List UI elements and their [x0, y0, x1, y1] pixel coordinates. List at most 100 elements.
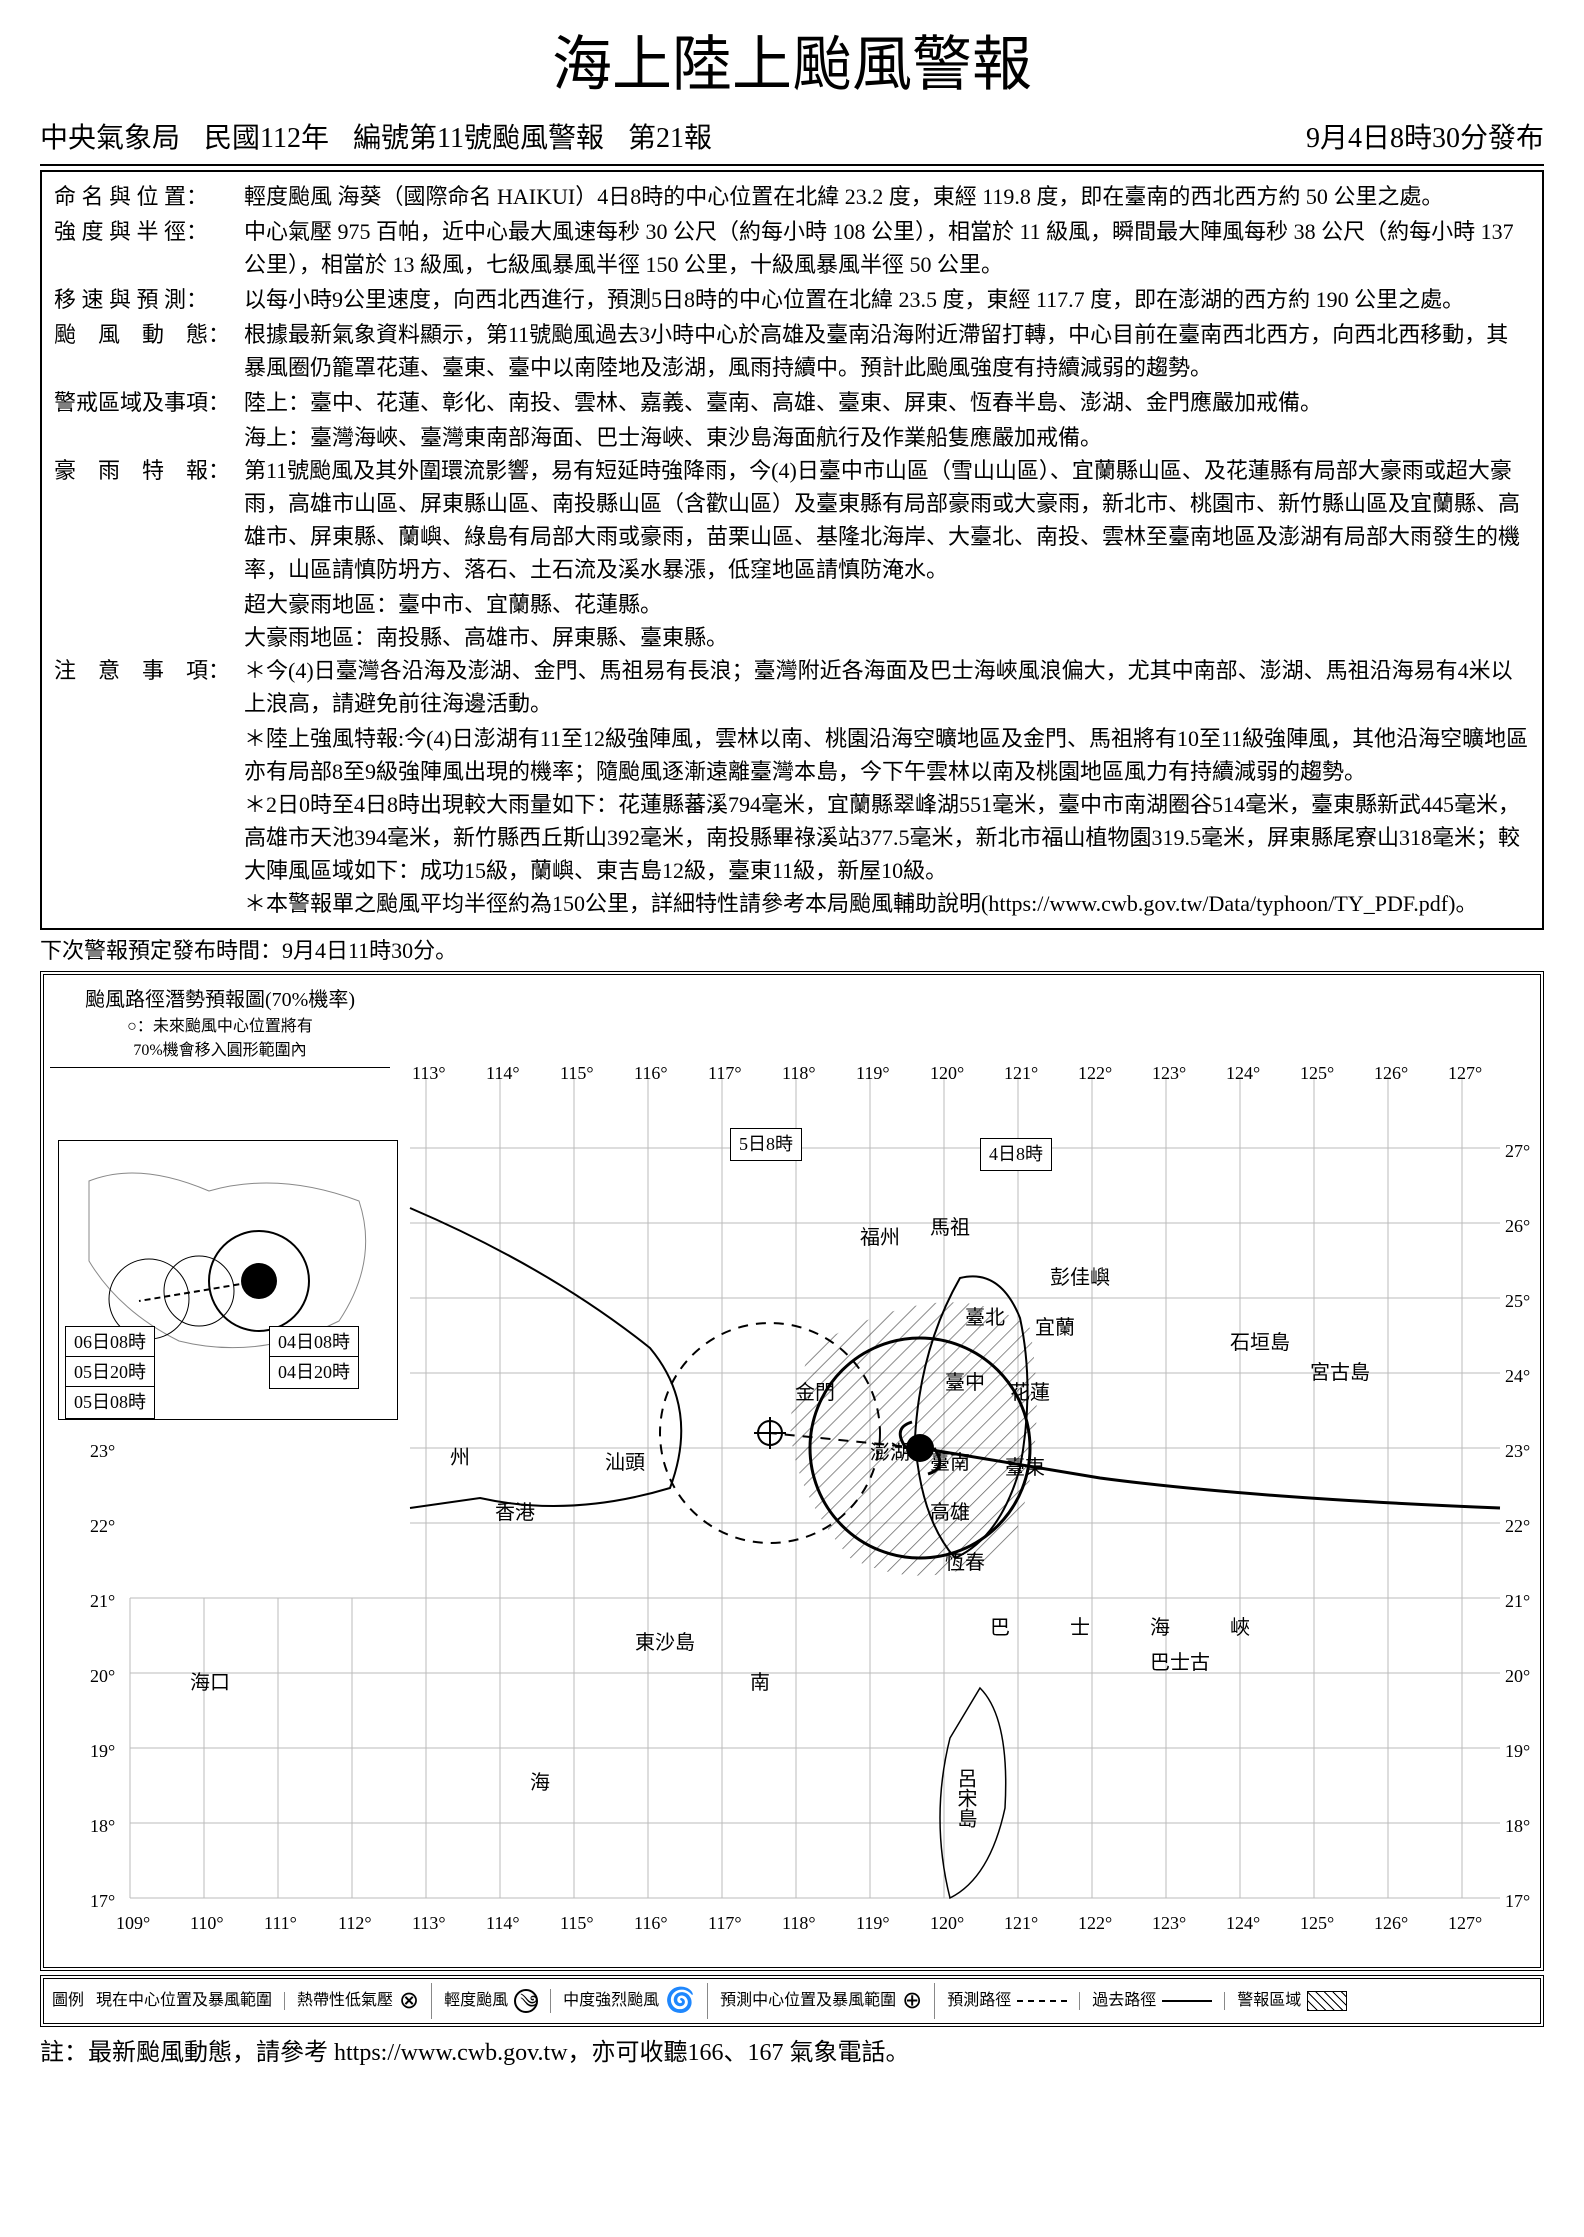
legend-mid-ty: 中度強烈颱風 [563, 1992, 659, 2010]
strong-typhoon-icon: 🌀 [665, 1983, 695, 2019]
place-shantou: 汕頭 [605, 1448, 645, 1478]
lon-tick: 127° [1448, 1910, 1482, 1937]
lon-tick: 121° [1004, 1910, 1038, 1937]
place-zhou: 州 [450, 1443, 470, 1473]
solid-line-icon [1162, 2000, 1212, 2002]
lat-tick-r: 25° [1505, 1288, 1530, 1315]
legend-warn-area: 警報區域 [1237, 1992, 1301, 2010]
lon-tick-top: 121° [1004, 1060, 1038, 1087]
heavy-rain-text: 第11號颱風及其外圍環流影響，易有短延時強降雨，今(4)日臺中市山區（雪山山區）… [244, 454, 1530, 586]
place-bashigu: 巴士古 [1150, 1648, 1210, 1678]
place-haikou: 海口 [190, 1668, 230, 1698]
place-yilan: 宜蘭 [1035, 1313, 1075, 1343]
notes-label: 注 意 事 項： [54, 654, 244, 720]
lon-tick: 117° [708, 1910, 742, 1937]
legend-light-ty: 輕度颱風 [444, 1992, 508, 2010]
note3: ＊2日0時至4日8時出現較大雨量如下：花蓮縣蕃溪794毫米，宜蘭縣翠峰湖551毫… [54, 788, 1530, 887]
place-hengchun: 恆春 [945, 1548, 985, 1578]
heavy-rain-2: 超大豪雨地區：臺中市、宜蘭縣、花蓮縣。 [54, 588, 1530, 621]
predicted-center-icon: ⊕ [902, 1983, 922, 2019]
issued-time: 9月4日8時30分發布 [1306, 118, 1544, 160]
lat-tick: 23° [90, 1438, 115, 1465]
warning-content: 命 名 與 位 置： 輕度颱風 海葵（國際命名 HAIKUI）4日8時的中心位置… [40, 170, 1544, 930]
lat-tick: 20° [90, 1663, 115, 1690]
map-title-3: 70%機會移入圓形範圍內 [54, 1039, 386, 1063]
footer-note: 註：最新颱風動態，請參考 https://www.cwb.gov.tw，亦可收聽… [40, 2035, 1544, 2071]
dash-line-icon [1017, 2000, 1067, 2002]
map-title-2: ○：未來颱風中心位置將有 [54, 1015, 386, 1039]
legend-predicted: 預測中心位置及暴風範圍 [720, 1992, 896, 2010]
status-label: 颱 風 動 態： [54, 318, 244, 384]
lat-tick: 19° [90, 1738, 115, 1765]
lat-tick-r: 19° [1505, 1738, 1530, 1765]
main-t5-8: 5日8時 [730, 1128, 802, 1161]
heavy-rain-label: 豪 雨 特 報： [54, 454, 244, 586]
legend-past-path: 過去路徑 [1092, 1992, 1156, 2010]
lat-tick-r: 20° [1505, 1663, 1530, 1690]
lat-tick-r: 18° [1505, 1813, 1530, 1840]
legend: 圖例 現在中心位置及暴風範圍 熱帶性低氣壓 ⊗ 輕度颱風 ༄ 中度強烈颱風 🌀 … [40, 1975, 1544, 2027]
warning-land: 陸上：臺中、花蓮、彰化、南投、雲林、嘉義、臺南、高雄、臺東、屏東、恆春半島、澎湖… [244, 386, 1530, 419]
lon-tick: 125° [1300, 1910, 1334, 1937]
lon-tick: 109° [116, 1910, 150, 1937]
lon-tick: 119° [856, 1910, 890, 1937]
lon-tick: 122° [1078, 1910, 1112, 1937]
place-ishigaki: 石垣島 [1230, 1328, 1290, 1358]
lon-tick-top: 127° [1448, 1060, 1482, 1087]
light-typhoon-icon: ༄ [514, 1989, 538, 2013]
status-text: 根據最新氣象資料顯示，第11號颱風過去3小時中心於高雄及臺南沿海附近滯留打轉，中… [244, 318, 1530, 384]
place-tainan: 臺南 [930, 1448, 970, 1478]
place-penghu: 澎湖 [870, 1438, 910, 1468]
main-t4-8: 4日8時 [980, 1138, 1052, 1171]
lon-tick: 120° [930, 1910, 964, 1937]
hatch-icon [1307, 1991, 1347, 2011]
lon-tick: 112° [338, 1910, 372, 1937]
lon-tick: 116° [634, 1910, 668, 1937]
lon-tick-top: 124° [1226, 1060, 1260, 1087]
place-luzon: 呂宋島 [950, 1768, 980, 1828]
note2: ＊陸上強風特報:今(4)日澎湖有11至12級強陣風，雲林以南、桃園沿海空曠地區及… [54, 722, 1530, 788]
tropical-low-icon: ⊗ [399, 1983, 419, 2019]
legend-current: 現在中心位置及暴風範圍 [96, 1992, 272, 2010]
lon-tick: 124° [1226, 1910, 1260, 1937]
place-hualien: 花蓮 [1010, 1378, 1050, 1408]
legend-pred-path: 預測路徑 [947, 1992, 1011, 2010]
warning-area-label: 警戒區域及事項： [54, 386, 244, 419]
lon-tick-top: 126° [1374, 1060, 1408, 1087]
place-pengjiayu: 彭佳嶼 [1050, 1263, 1110, 1293]
lat-tick: 18° [90, 1813, 115, 1840]
lon-tick: 123° [1152, 1910, 1186, 1937]
map-title-1: 颱風路徑潛勢預報圖(70%機率) [54, 985, 386, 1015]
note1: ＊今(4)日臺灣各沿海及澎湖、金門、馬祖易有長浪；臺灣附近各海面及巴士海峽風浪偏… [244, 654, 1530, 720]
lon-tick: 115° [560, 1910, 594, 1937]
lon-tick-top: 123° [1152, 1060, 1186, 1087]
place-bashi: 巴 士 海 峽 [990, 1613, 1270, 1643]
lon-tick-top: 125° [1300, 1060, 1334, 1087]
place-hongkong: 香港 [495, 1498, 535, 1528]
place-mazu: 馬祖 [930, 1213, 970, 1243]
lon-tick-top: 114° [486, 1060, 520, 1087]
warning-sea: 海上：臺灣海峽、臺灣東南部海面、巴士海峽、東沙島海面航行及作業船隻應嚴加戒備。 [54, 421, 1530, 454]
place-jinmen: 金門 [795, 1378, 835, 1408]
place-taichung: 臺中 [945, 1368, 985, 1398]
place-taitung: 臺東 [1005, 1453, 1045, 1483]
lon-tick: 114° [486, 1910, 520, 1937]
lon-tick: 110° [190, 1910, 224, 1937]
note4: ＊本警報單之颱風平均半徑約為150公里，詳細特性請參考本局颱風輔助說明(http… [54, 887, 1530, 920]
lat-tick-r: 21° [1505, 1588, 1530, 1615]
lat-tick: 21° [90, 1588, 115, 1615]
main-map-svg [50, 1068, 1530, 1938]
year: 民國112年 [204, 118, 329, 160]
lon-tick-top: 119° [856, 1060, 890, 1087]
lat-tick-r: 17° [1505, 1888, 1530, 1915]
heavy-rain-3: 大豪雨地區：南投縣、高雄市、屏東縣、臺東縣。 [54, 621, 1530, 654]
intensity-label: 強 度 與 半 徑： [54, 215, 244, 281]
place-hai: 海 [530, 1768, 550, 1798]
sub-header: 中央氣象局 民國112年 編號第11號颱風警報 第21報 9月4日8時30分發布 [40, 118, 1544, 166]
map-area: 06日08時 04日08時 05日20時 04日20時 05日08時 [50, 1068, 1534, 1948]
report-no: 第21報 [628, 118, 712, 160]
intensity-text: 中心氣壓 975 百帕，近中心最大風速每秒 30 公尺（約每小時 108 公里）… [244, 215, 1530, 281]
lat-tick: 17° [90, 1888, 115, 1915]
lon-tick: 118° [782, 1910, 816, 1937]
main-title: 海上陸上颱風警報 [40, 20, 1544, 110]
